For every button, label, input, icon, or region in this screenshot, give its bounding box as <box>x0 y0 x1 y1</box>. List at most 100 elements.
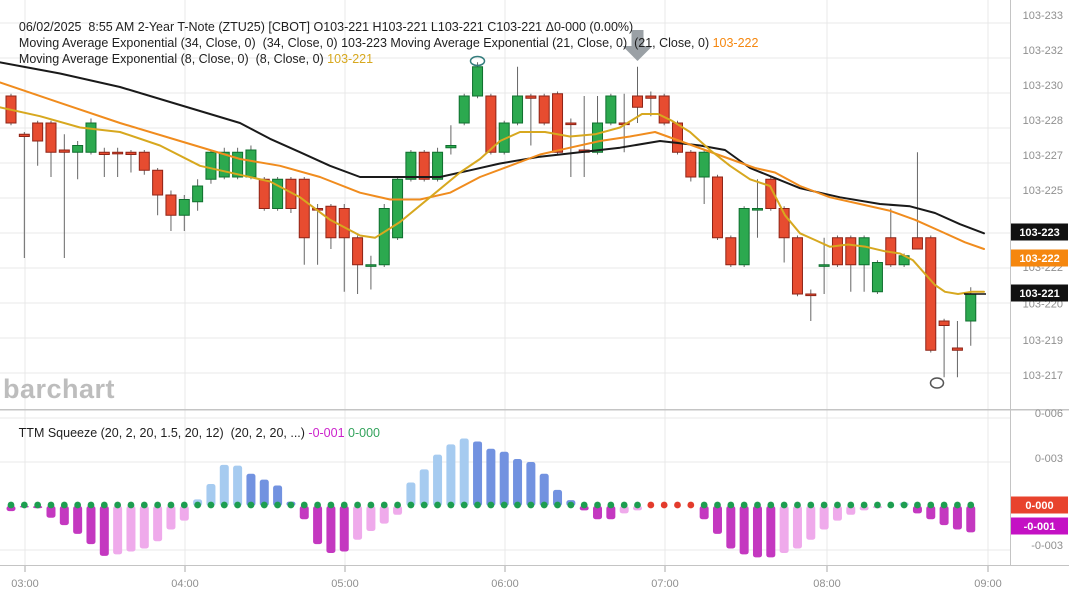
axis-label: 103-233 <box>1023 10 1063 22</box>
squeeze-dot-green <box>794 501 801 509</box>
ema34-ema21-header: Moving Average Exponential (34, Close, 0… <box>5 19 759 67</box>
squeeze-dot-green <box>847 501 855 509</box>
squeeze-bar <box>952 506 962 530</box>
candle-up <box>858 237 870 266</box>
candle-up <box>205 151 217 180</box>
squeeze-dot-green <box>287 501 295 509</box>
squeeze-bar <box>419 469 429 506</box>
barchart-logo: barchart <box>3 374 116 404</box>
candle-down <box>258 178 270 209</box>
squeeze-bar <box>86 506 96 545</box>
squeeze-bar <box>486 448 496 506</box>
squeeze-dot-green <box>527 501 535 509</box>
squeeze-dot-green <box>127 501 135 509</box>
squeeze-bar <box>299 506 309 520</box>
axis-label: 0-003 <box>1035 453 1063 465</box>
price-axis[interactable]: 103-233 103-232 103-230 103-228 103-227 103-2… <box>1011 10 1068 552</box>
squeeze-dot-green <box>220 501 228 509</box>
squeeze-dot-green <box>954 501 961 509</box>
axis-label: 04:00 <box>171 578 199 590</box>
ema21-value: 103-222 <box>712 36 759 50</box>
candle-down <box>165 194 177 216</box>
squeeze-dot-green <box>140 501 148 509</box>
squeeze-bar <box>379 506 389 524</box>
candle-up <box>871 262 883 293</box>
squeeze-bar <box>139 506 149 549</box>
candlestick-pane[interactable] <box>5 62 977 378</box>
squeeze-dot-red <box>660 501 668 509</box>
squeeze-dot-green <box>607 501 615 509</box>
axis-label: 03:00 <box>11 578 39 590</box>
squeeze-dot-green <box>767 501 775 509</box>
squeeze-dot-green <box>234 501 242 509</box>
squeeze-dot-green <box>434 501 441 509</box>
candle-up <box>85 122 97 153</box>
squeeze-bar <box>739 506 749 555</box>
axis-label: 0-006 <box>1035 408 1063 420</box>
squeeze-dot-green <box>20 501 28 509</box>
squeeze-dot-green <box>727 501 735 509</box>
candle-down <box>925 237 937 351</box>
time-axis[interactable]: 03:00 04:00 05:00 06:00 07:00 08:00 09:00 <box>11 566 1002 590</box>
candle-down <box>565 122 577 126</box>
squeeze-bar <box>459 438 469 506</box>
candle-down <box>685 151 697 178</box>
squeeze-bar <box>59 506 69 526</box>
squeeze-bar <box>846 506 856 515</box>
squeeze-dot-green <box>540 501 548 509</box>
squeeze-bar <box>526 461 536 506</box>
squeeze-bar <box>513 459 523 506</box>
candle-up <box>432 151 444 180</box>
candle-up <box>818 264 830 267</box>
ttm-squeeze-header: TTM Squeeze (20, 2, 20, 1.5, 20, 12) (20… <box>5 412 380 454</box>
squeeze-dot-green <box>100 501 108 509</box>
candle-up <box>365 264 377 267</box>
squeeze-dot-green <box>460 501 468 509</box>
price-badge <box>1011 517 1068 535</box>
squeeze-bar <box>912 506 922 514</box>
squeeze-dot-green <box>514 501 521 509</box>
squeeze-dot-green <box>860 501 868 509</box>
candle-up <box>445 145 457 149</box>
squeeze-bar <box>806 506 816 540</box>
squeeze-dot-green <box>154 501 162 509</box>
squeeze-bar <box>766 506 776 558</box>
ema8-value: 103-221 <box>327 52 374 66</box>
candle-up <box>512 95 524 124</box>
squeeze-bar <box>699 506 709 520</box>
squeeze-bar <box>233 465 243 506</box>
squeeze-dot-green <box>807 501 815 509</box>
squeeze-dot-green <box>594 501 601 509</box>
squeeze-bar <box>619 506 629 514</box>
squeeze-dot-green <box>327 501 335 509</box>
squeeze-dot-green <box>340 501 348 509</box>
candle-up <box>472 66 484 97</box>
squeeze-dot-green <box>940 501 948 509</box>
candle-down <box>845 237 857 266</box>
squeeze-bar <box>819 506 829 530</box>
axis-label: 103-221 <box>1019 288 1059 300</box>
squeeze-dot-red <box>647 501 655 509</box>
squeeze-bar <box>939 506 949 526</box>
candle-down <box>298 178 310 239</box>
squeeze-dot-green <box>887 501 895 509</box>
squeeze-bar <box>113 506 123 555</box>
squeeze-dot-green <box>260 501 268 509</box>
candle-down <box>711 176 723 239</box>
candle-down <box>645 95 657 99</box>
candle-down <box>32 122 44 142</box>
ttm-squeeze-pane[interactable] <box>6 438 976 558</box>
squeeze-bar <box>792 506 802 549</box>
squeeze-bar <box>593 506 603 520</box>
squeeze-bar <box>153 506 163 542</box>
candle-down <box>352 237 364 266</box>
squeeze-bar <box>166 506 176 530</box>
candle-down <box>552 93 564 153</box>
axis-label: 103-225 <box>1023 185 1063 197</box>
candle-up <box>272 178 284 209</box>
price-badge <box>1011 496 1068 514</box>
squeeze-bar <box>926 506 936 520</box>
ttm-squeeze-value2: 0-000 <box>348 426 381 440</box>
candle-down <box>18 133 30 137</box>
